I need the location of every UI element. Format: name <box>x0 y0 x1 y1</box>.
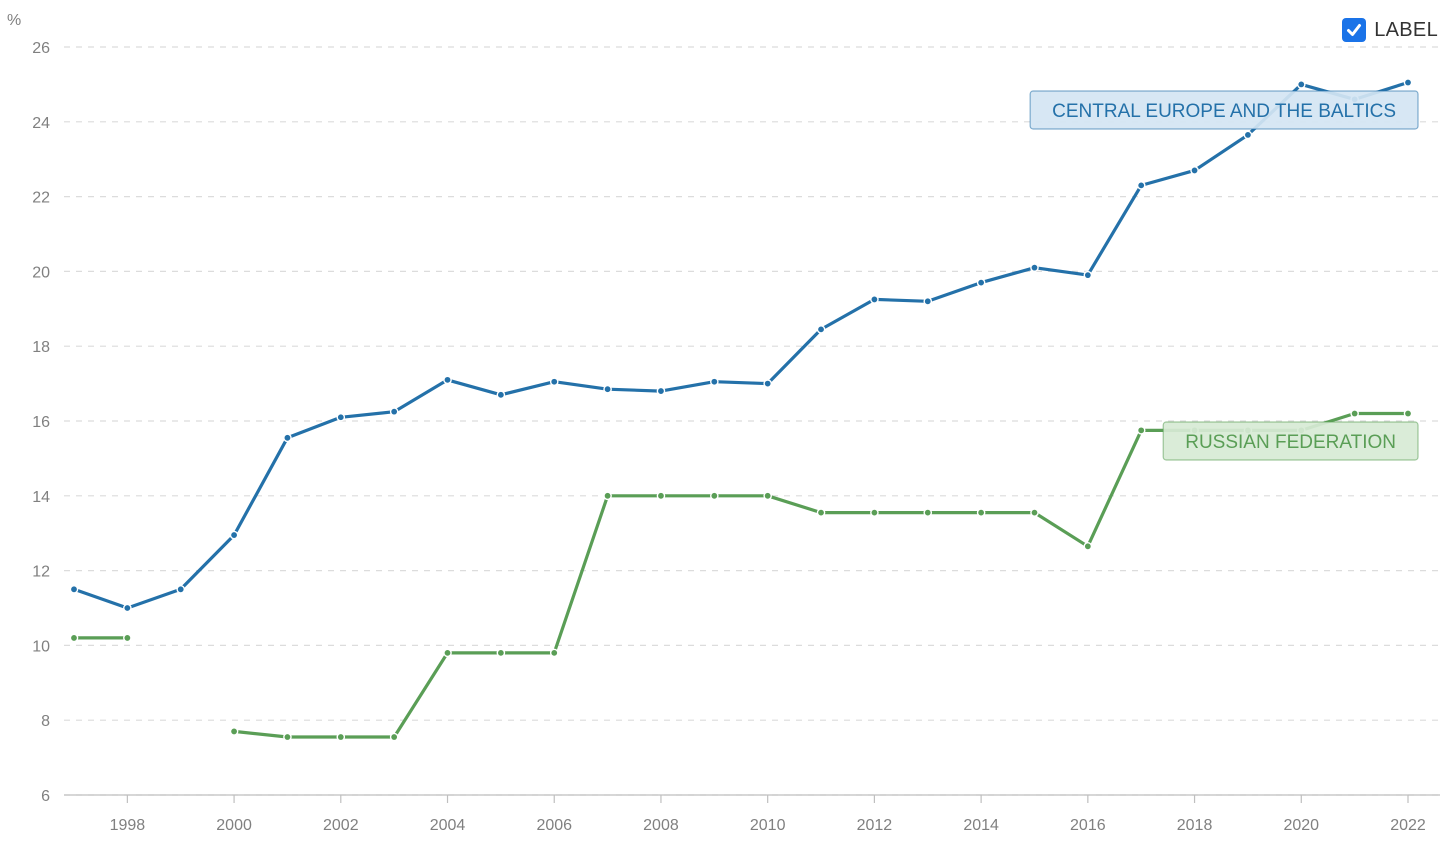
data-point[interactable] <box>870 295 879 304</box>
x-tick-label: 2006 <box>536 817 572 834</box>
data-point[interactable] <box>123 603 132 613</box>
y-tick-label: 18 <box>32 339 50 356</box>
data-point[interactable] <box>1190 166 1199 175</box>
data-point[interactable] <box>763 379 772 388</box>
data-point[interactable] <box>923 297 933 306</box>
y-tick-label: 22 <box>32 190 50 207</box>
data-point[interactable] <box>1030 508 1039 517</box>
series-line <box>232 411 1410 739</box>
x-tick-label: 2022 <box>1390 817 1426 834</box>
data-point[interactable] <box>176 585 186 594</box>
data-point[interactable] <box>763 491 772 501</box>
data-point[interactable] <box>123 633 132 643</box>
data-point[interactable] <box>976 508 986 517</box>
y-axis-unit-label: % <box>7 12 21 29</box>
x-tick-label: 2000 <box>216 817 252 834</box>
data-point[interactable] <box>976 278 986 287</box>
data-point[interactable] <box>336 412 346 422</box>
y-axis: 6 8 10 12 14 16 18 20 22 24 26 <box>32 40 50 805</box>
data-point[interactable] <box>603 491 612 501</box>
x-tick-label: 2002 <box>323 817 359 834</box>
x-tick-label: 2016 <box>1070 817 1106 834</box>
y-tick-label: 26 <box>32 40 50 57</box>
data-point[interactable] <box>710 491 719 501</box>
data-point[interactable] <box>443 648 452 658</box>
data-point[interactable] <box>496 390 506 400</box>
series-name-label: RUSSIAN FEDERATION <box>1162 421 1419 461</box>
data-point[interactable] <box>923 508 933 517</box>
label-toggle[interactable]: LABEL <box>1342 18 1438 42</box>
data-point[interactable] <box>710 377 719 387</box>
x-tick-label: 2004 <box>430 817 466 834</box>
series-label-box <box>1162 421 1419 461</box>
data-point[interactable] <box>389 732 399 742</box>
data-point[interactable] <box>656 491 666 501</box>
data-point[interactable] <box>229 727 239 736</box>
x-tick-label: 2018 <box>1177 817 1213 834</box>
checkmark-icon <box>1347 24 1362 36</box>
x-tick-label: 2020 <box>1283 817 1319 834</box>
y-tick-label: 12 <box>32 564 50 581</box>
data-point[interactable] <box>443 375 452 385</box>
y-tick-label: 8 <box>41 713 50 730</box>
y-tick-label: 16 <box>32 414 50 431</box>
data-point[interactable] <box>603 384 612 394</box>
data-point[interactable] <box>283 433 292 443</box>
data-point[interactable] <box>1136 181 1146 190</box>
x-axis: 1998 2000 2002 2004 2006 2008 2010 2012 2014 2016… <box>64 794 1440 834</box>
label-checkbox[interactable] <box>1342 18 1367 42</box>
series-labels: CENTRAL EUROPE AND THE BALTICS RUSSIAN FE… <box>1029 90 1419 461</box>
data-point[interactable] <box>283 732 292 742</box>
data-point[interactable] <box>1136 426 1146 435</box>
y-tick-label: 10 <box>32 638 50 655</box>
data-point[interactable] <box>1083 541 1093 551</box>
series-0 <box>69 78 1413 613</box>
data-point[interactable] <box>656 386 666 396</box>
data-point[interactable] <box>1243 130 1253 140</box>
y-tick-label: 20 <box>32 264 50 281</box>
data-point[interactable] <box>1350 409 1359 418</box>
data-point[interactable] <box>549 648 559 658</box>
data-point[interactable] <box>1296 80 1306 89</box>
series-line <box>72 80 1410 610</box>
y-tick-label: 14 <box>32 489 50 506</box>
data-point[interactable] <box>229 530 239 540</box>
data-point[interactable] <box>389 407 399 416</box>
x-tick-label: 1998 <box>110 817 146 834</box>
series-label-text: RUSSIAN FEDERATION <box>1185 432 1396 453</box>
data-point[interactable] <box>69 585 79 594</box>
data-point[interactable] <box>69 633 79 643</box>
data-point[interactable] <box>336 732 346 742</box>
data-point[interactable] <box>496 648 506 658</box>
data-point[interactable] <box>1403 78 1413 87</box>
data-point[interactable] <box>549 377 559 387</box>
y-tick-label: 6 <box>41 788 50 805</box>
series-label-box <box>1029 90 1419 130</box>
series-name-label: CENTRAL EUROPE AND THE BALTICS <box>1029 90 1419 130</box>
data-point[interactable] <box>870 508 879 517</box>
series-label-text: CENTRAL EUROPE AND THE BALTICS <box>1052 101 1396 122</box>
label-toggle-text: LABEL <box>1374 18 1438 41</box>
x-tick-label: 2012 <box>857 817 893 834</box>
series-lines <box>69 78 1413 742</box>
x-tick-label: 2010 <box>750 817 786 834</box>
x-tick-label: 2008 <box>643 817 679 834</box>
data-point[interactable] <box>1030 263 1039 272</box>
data-point[interactable] <box>1083 270 1093 280</box>
data-point[interactable] <box>816 508 826 517</box>
data-point[interactable] <box>816 325 826 334</box>
data-point[interactable] <box>1403 409 1413 418</box>
y-tick-label: 24 <box>32 115 50 132</box>
gridlines <box>64 46 1440 796</box>
x-tick-label: 2014 <box>963 817 999 834</box>
